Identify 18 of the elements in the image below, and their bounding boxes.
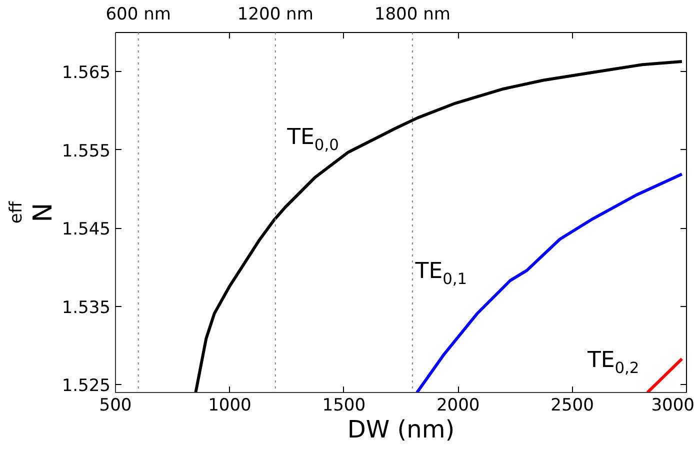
x-tick-label: 1000 xyxy=(208,396,252,416)
line-series xyxy=(194,60,684,392)
y-tick-label: 1.545 xyxy=(62,220,111,240)
x-tick-label: 500 xyxy=(99,396,132,416)
x-axis-title: DW (nm) xyxy=(347,416,455,444)
y-tick-label: 1.565 xyxy=(62,63,111,84)
ref-line-label: 600 nm xyxy=(106,4,171,24)
y-tick-label: 1.525 xyxy=(62,376,111,396)
y-axis-title: Neff xyxy=(6,200,58,224)
x-tick-label: 2000 xyxy=(436,396,480,416)
x-tick-label: 2500 xyxy=(550,396,594,416)
y-tick-label: 1.555 xyxy=(62,141,111,162)
ref-line-label: 1800 nm xyxy=(374,4,450,24)
ref-line-label: 1200 nm xyxy=(237,4,314,24)
line-series xyxy=(415,172,684,392)
x-tick-label: 1500 xyxy=(322,396,366,416)
x-tick-label: 3000 xyxy=(651,396,694,416)
y-tick-label: 1.535 xyxy=(62,298,111,318)
